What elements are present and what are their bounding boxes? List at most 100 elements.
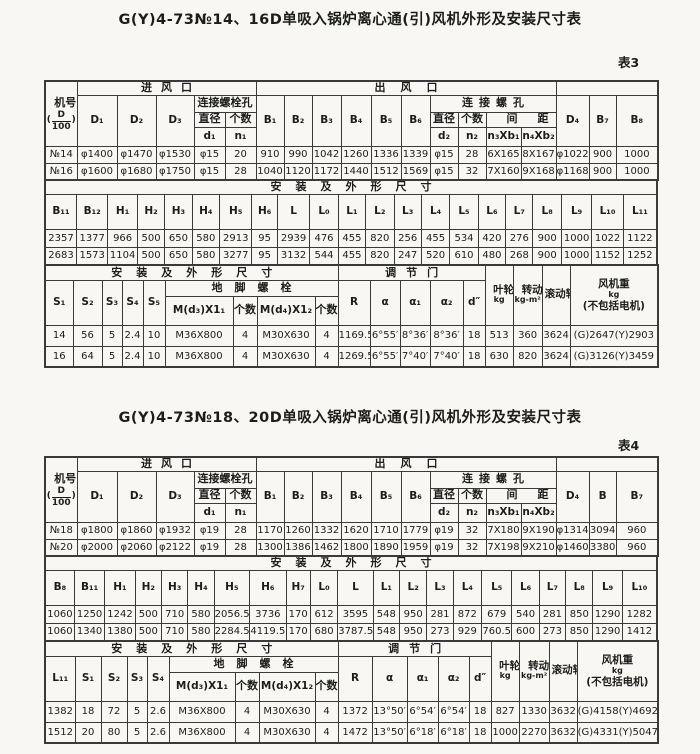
cell: 1382 [44, 700, 76, 723]
dim-col-header: L₈ [565, 569, 594, 606]
cell: 18 [468, 721, 492, 744]
dim-col-header: H₃ [160, 569, 189, 606]
cell: 4 [314, 345, 339, 368]
cell: №20 [44, 538, 78, 557]
dim-col-header: L₄ [420, 193, 451, 230]
s-col-header: S₄ [121, 279, 144, 326]
dim-col-header: L₉ [560, 193, 593, 230]
cell: 610 [449, 246, 479, 266]
banner-install-outline: 安装及外形尺寸 [44, 264, 339, 281]
cell: 500 [136, 246, 166, 266]
cell: 95 [251, 246, 278, 266]
dim-col-header: L₅ [481, 569, 513, 606]
col-D4: D₄ [555, 94, 590, 147]
s-col-header: S₂ [72, 279, 103, 326]
cell: 1440 [340, 162, 372, 181]
table4-inlet-outlet-section: 机号 ( D 100 ) 进风口 出风口 [44, 456, 660, 557]
col-D1: D₁ [76, 470, 118, 523]
sub-n4xb2: n₄Xb₂ [520, 502, 557, 523]
table-row: 1060 1250 1242 500 710 580 2056.5 3736 170 612 359… [44, 604, 658, 624]
cell: 1512 [44, 721, 76, 744]
col-B4: B₄ [340, 470, 372, 523]
cell: 268 [505, 246, 534, 266]
cell: 1330 [518, 700, 550, 723]
col-B8: B₈ [615, 94, 659, 147]
cell: 710 [160, 604, 189, 624]
dim-col-header: B₁₁ [44, 193, 77, 230]
inertia-unit: kg-m² [514, 295, 541, 305]
table3-label: 表3 [618, 55, 640, 70]
damper-col-header: d″ [468, 655, 492, 702]
cell: 820 [365, 228, 395, 248]
cell: 1060 [44, 604, 75, 624]
cell: 548 [372, 604, 401, 624]
cell: 630 [484, 345, 514, 368]
cell: 513 [484, 324, 514, 347]
table-row: 14 56 5 2.4 10 M36X800 4 M30X630 4 1169.5 6°55′ 8°3… [44, 324, 659, 347]
cell: 28 [224, 162, 257, 181]
cell: 1290 [592, 622, 623, 642]
label-diameter: 直径 [193, 111, 226, 128]
col-B1: B₁ [255, 94, 285, 147]
cell: 710 [160, 622, 189, 642]
cell: 1250 [73, 604, 106, 624]
cell: 10 [142, 345, 166, 368]
fraction-numerator: D [51, 486, 71, 498]
group-outlet: 出风口 [255, 80, 557, 96]
table4-install-dimensions-section: 安装及外形尺寸 B₈ B₁₁ H₁ H₂ H₃ H₄ H₅ H₆ H₇ L₀ L… [44, 555, 658, 642]
s-col-header: S₅ [142, 279, 166, 326]
dim-col-header: H₆ [249, 569, 287, 606]
group-outlet-bolt-holes: 连接螺孔 [429, 470, 557, 489]
col-fan-weight: 风机重 kg (不包括电机) [576, 640, 659, 702]
s-col-header: S₁ [74, 655, 102, 702]
fraction-paren-close: ) [71, 491, 76, 502]
group-damper: 调节门 [337, 264, 486, 281]
cell: 900 [588, 162, 617, 181]
sub-d1: d₁ [193, 502, 226, 523]
cell: 2913 [218, 228, 253, 248]
cell: 580 [187, 604, 215, 624]
sub-n2: n₂ [457, 126, 487, 147]
label-count: 个数 [224, 487, 257, 504]
cell: 544 [309, 246, 339, 266]
dim-col-header: L₁₀ [621, 569, 658, 606]
impeller-weight-unit: kg [493, 295, 505, 305]
cell: 500 [134, 604, 162, 624]
label-spacing: 间距 [485, 111, 557, 128]
cell: 820 [365, 246, 395, 266]
cell: 170 [285, 604, 311, 624]
cell: 9X168 [520, 162, 557, 181]
cell: 1339 [400, 145, 431, 164]
table4-bolts-damper-weights-section: 安装及外形尺寸 调节门 叶轮重 kg 转动惯量 kg-m² 滚动轴承型号 风机重 [44, 640, 660, 744]
dim-col-header: H₆ [251, 193, 278, 230]
cell: 850 [565, 622, 594, 642]
cell: φ1600 [76, 162, 118, 181]
damper-col-header: R [337, 279, 371, 326]
cell: 966 [107, 228, 138, 248]
cell: 20 [224, 145, 257, 164]
col-B3: B₃ [311, 94, 342, 147]
cell: 3632 [548, 721, 578, 744]
cell: 16 [44, 345, 74, 368]
cell: 80 [100, 721, 128, 744]
cell: M30X630 [258, 700, 316, 723]
group-outlet-bolt-holes: 连接螺孔 [429, 94, 557, 113]
dim-col-header: L₃ [393, 193, 422, 230]
cell: 1300 [255, 538, 285, 557]
col-D3: D₃ [155, 94, 195, 147]
cell: 990 [283, 145, 313, 164]
s-col-header: S₃ [101, 279, 123, 326]
banner-install-outline: 安装及外形尺寸 [44, 640, 339, 657]
cell: 2357 [44, 228, 77, 248]
group-foundation-bolts: 地脚螺栓 [164, 279, 339, 297]
col-D2: D₂ [116, 94, 157, 147]
dim-col-header: L₆ [477, 193, 507, 230]
machine-no-label: 机号 [54, 95, 77, 109]
cell: 850 [565, 604, 594, 624]
dim-col-header: B₁₂ [75, 193, 109, 230]
impeller-weight-label: 叶轮重 [493, 284, 514, 297]
cell: 7X198 [485, 538, 522, 557]
bolt-col-header: M(d₃)X1₁ [164, 295, 234, 326]
cell: 820 [512, 345, 543, 368]
cell: 7°40′ [399, 345, 431, 368]
